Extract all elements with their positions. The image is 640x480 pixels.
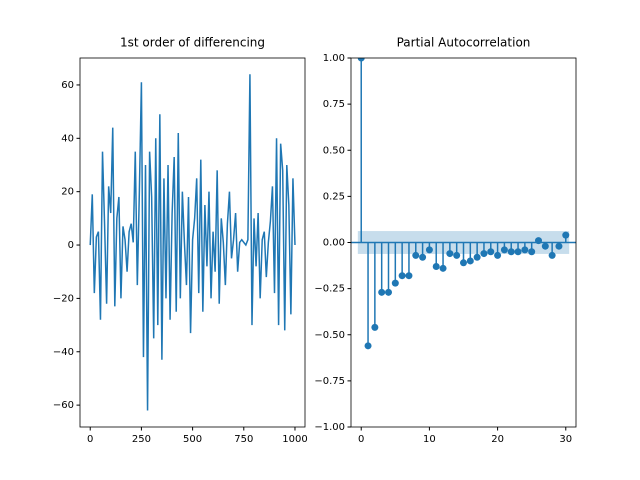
stem-marker <box>473 253 481 261</box>
y-tick-label: 60 <box>61 80 74 91</box>
y-tick-label: −20 <box>53 293 74 304</box>
stem-marker <box>371 323 379 331</box>
y-tick-label: 40 <box>61 133 74 144</box>
stem-marker <box>555 242 563 250</box>
stem-marker <box>548 251 556 259</box>
stem-marker <box>364 342 372 350</box>
chart-title: Partial Autocorrelation <box>397 36 531 50</box>
y-tick-label: −0.75 <box>314 376 345 387</box>
y-tick-label: 20 <box>61 187 74 198</box>
y-tick-label: 0 <box>68 240 74 251</box>
stem-marker <box>460 259 467 267</box>
stem-marker <box>480 250 488 258</box>
y-tick-label: 0.25 <box>323 191 345 202</box>
axes-frame <box>79 57 306 428</box>
series-line <box>89 74 296 411</box>
x-tick-label: 1000 <box>282 434 307 445</box>
stem-marker <box>507 248 515 256</box>
y-tick-label: 1.00 <box>323 53 345 64</box>
y-tick-label: 0.50 <box>323 145 345 156</box>
stem-marker <box>412 251 420 259</box>
stem-marker <box>357 58 365 62</box>
stem-marker <box>494 251 502 259</box>
stem-marker <box>541 242 549 250</box>
x-tick-label: 0 <box>358 434 364 445</box>
y-tick-label: −0.25 <box>314 284 345 295</box>
stem-marker <box>385 288 392 296</box>
stem-marker <box>453 251 461 259</box>
stem-marker <box>378 288 386 296</box>
y-tick-label: −1.00 <box>314 422 345 433</box>
x-tick-label: 10 <box>423 434 436 445</box>
stem-marker <box>562 231 570 239</box>
y-tick-label: 0.75 <box>323 99 345 110</box>
stem-marker <box>535 237 542 245</box>
axes-frame <box>350 57 577 428</box>
x-tick-label: 500 <box>183 434 202 445</box>
x-tick-label: 0 <box>87 434 93 445</box>
x-tick-label: 30 <box>559 434 572 445</box>
x-tick-label: 750 <box>234 434 253 445</box>
stem-marker <box>514 248 522 256</box>
stem-marker <box>528 248 536 256</box>
stem-marker <box>405 272 413 280</box>
y-tick-label: −60 <box>53 400 74 411</box>
stem-marker <box>466 257 474 265</box>
stem-marker <box>425 246 433 254</box>
stem-marker <box>521 246 529 254</box>
stem-marker <box>432 262 440 270</box>
stem-marker <box>398 272 406 280</box>
y-tick-label: 0.00 <box>323 238 345 249</box>
stem-marker <box>487 248 495 256</box>
stem-marker <box>391 279 399 287</box>
stem-marker <box>500 246 508 254</box>
chart-title: 1st order of differencing <box>120 36 265 50</box>
y-tick-label: −40 <box>53 347 74 358</box>
x-tick-label: 250 <box>132 434 151 445</box>
stem-marker <box>439 264 447 272</box>
x-tick-label: 20 <box>491 434 504 445</box>
y-tick-label: −0.50 <box>314 330 345 341</box>
stem-marker <box>419 253 427 261</box>
stem-marker <box>446 250 454 258</box>
